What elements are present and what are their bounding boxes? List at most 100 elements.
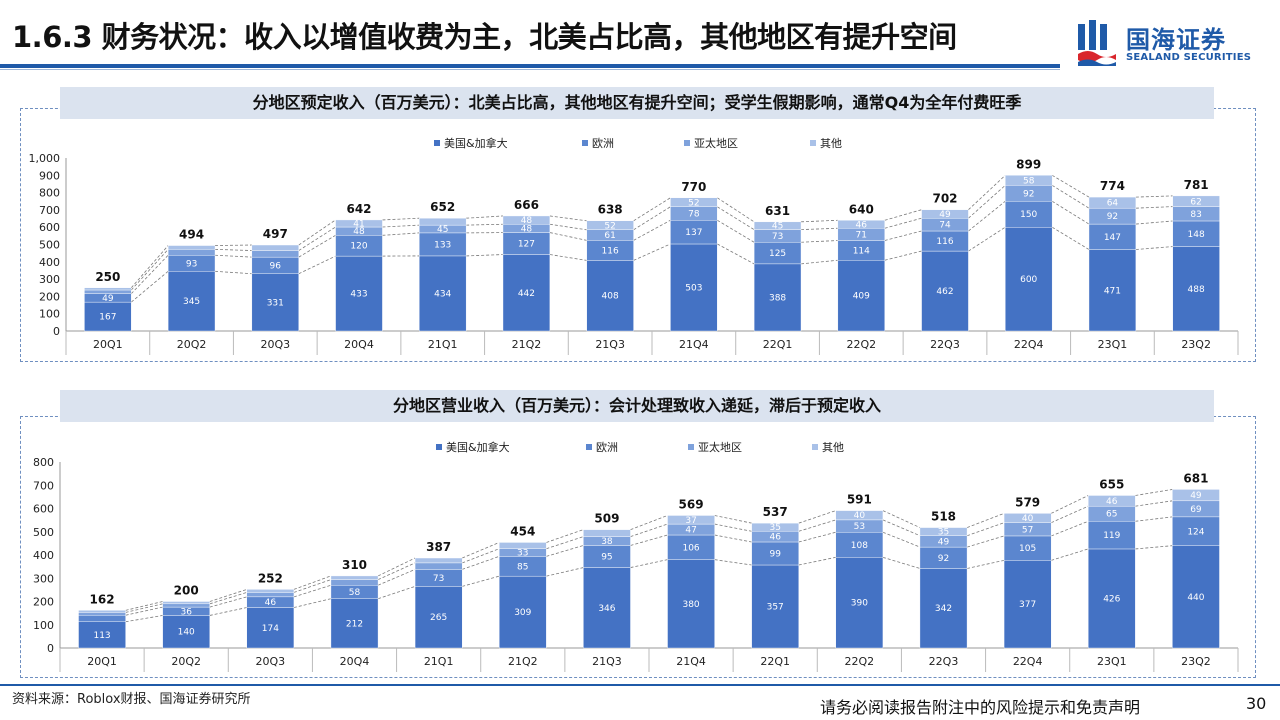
series-connector: [377, 586, 416, 600]
series-connector: [968, 175, 1006, 211]
y-tick-label: 800: [39, 187, 60, 200]
series-connector: [800, 219, 838, 223]
total-value-label: 702: [932, 192, 957, 206]
bar-segment: [753, 221, 802, 230]
segment-value-label: 147: [1104, 233, 1121, 243]
x-tick-label: 23Q1: [1098, 338, 1128, 351]
total-value-label: 666: [514, 198, 539, 212]
chart-title-bottom: 分地区营业收入（百万美元）：会计处理致收入递延，滞后于预定收入: [60, 390, 1214, 422]
bar-segment: [84, 287, 132, 291]
series-connector: [125, 615, 163, 623]
y-tick-label: 500: [39, 239, 60, 252]
x-tick-label: 22Q1: [760, 655, 790, 668]
segment-value-label: 49: [938, 537, 950, 547]
sealand-logo: 国海证券 SEALAND SECURITIES: [1076, 18, 1276, 70]
page-title: 1.6.3 财务状况：收入以增值收费为主，北美占比高，其他地区有提升空间: [12, 20, 957, 54]
total-value-label: 537: [763, 505, 788, 519]
segment-value-label: 167: [99, 313, 116, 323]
legend-swatch: [436, 444, 442, 450]
series-connector: [966, 535, 1005, 548]
series-connector: [549, 215, 587, 222]
total-value-label: 162: [90, 592, 115, 606]
segment-value-label: 73: [772, 232, 783, 242]
segment-value-label: 409: [853, 292, 870, 302]
legend-label: 欧洲: [596, 441, 618, 454]
bar-segment: [499, 542, 547, 549]
legend-swatch: [812, 444, 818, 450]
segment-value-label: 47: [685, 526, 696, 536]
segment-value-label: 85: [517, 562, 528, 572]
series-connector: [1051, 505, 1089, 524]
bar-segment: [419, 218, 467, 226]
series-connector: [884, 209, 922, 221]
y-tick-label: 0: [53, 325, 60, 338]
bar-segment: [167, 245, 216, 250]
segment-value-label: 212: [346, 619, 363, 629]
segment-value-label: 440: [1187, 593, 1204, 603]
series-connector: [798, 531, 836, 543]
total-value-label: 770: [681, 180, 706, 194]
segment-value-label: 125: [769, 249, 786, 259]
bar-segment: [753, 263, 802, 332]
segment-value-label: 433: [350, 290, 367, 300]
series-connector: [466, 223, 503, 226]
logo-text-cn: 国海证券: [1126, 26, 1226, 54]
bar-segment: [251, 244, 299, 251]
y-tick-label: 300: [39, 273, 60, 286]
series-connector: [298, 255, 336, 275]
total-value-label: 591: [847, 493, 872, 507]
series-connector: [968, 185, 1006, 219]
total-value-label: 454: [510, 524, 535, 538]
segment-value-label: 62: [1190, 197, 1201, 207]
segment-value-label: 120: [350, 242, 367, 252]
total-value-label: 652: [430, 200, 455, 214]
series-connector: [882, 556, 921, 569]
y-tick-label: 400: [39, 256, 60, 269]
bar-segment: [921, 209, 969, 219]
x-tick-label: 20Q2: [177, 338, 207, 351]
x-tick-label: 21Q1: [424, 655, 454, 668]
series-connector: [882, 531, 921, 548]
series-connector: [125, 603, 163, 613]
segment-value-label: 174: [262, 624, 279, 634]
x-tick-label: 21Q2: [512, 338, 542, 351]
bar-segment: [330, 598, 379, 649]
segment-value-label: 45: [772, 222, 783, 232]
segment-value-label: 434: [434, 289, 451, 299]
segment-value-label: 133: [434, 240, 451, 250]
segment-value-label: 83: [1190, 210, 1201, 220]
segment-value-label: 346: [598, 604, 615, 614]
series-connector: [130, 245, 169, 289]
series-connector: [131, 249, 169, 291]
bar-segment: [1088, 548, 1136, 649]
segment-value-label: 58: [1023, 176, 1035, 186]
series-connector: [630, 515, 668, 531]
bar-segment: [167, 271, 216, 332]
y-tick-label: 600: [39, 221, 60, 234]
series-connector: [800, 227, 838, 231]
series-connector: [882, 519, 921, 537]
bar-segment: [583, 529, 631, 537]
segment-value-label: 265: [430, 613, 447, 623]
series-connector: [1135, 516, 1173, 522]
segment-value-label: 49: [939, 210, 951, 220]
segment-value-label: 388: [769, 293, 786, 303]
segment-value-label: 36: [180, 607, 192, 617]
sealand-logo-icon: [1078, 20, 1116, 66]
bar-segment: [246, 592, 295, 598]
series-connector: [131, 271, 169, 303]
segment-value-label: 137: [685, 228, 702, 238]
series-connector: [209, 607, 247, 616]
bar-segment: [1088, 196, 1137, 209]
series-connector: [1135, 195, 1173, 198]
series-connector: [298, 226, 336, 251]
segment-value-label: 600: [1020, 275, 1037, 285]
bar-segment: [835, 532, 884, 558]
y-tick-label: 500: [33, 526, 54, 539]
x-tick-label: 22Q1: [763, 338, 793, 351]
bar-segment: [1172, 195, 1220, 207]
total-value-label: 310: [342, 558, 367, 572]
y-tick-label: 700: [39, 204, 60, 217]
chart-revenue: 美国&加拿大 欧洲 亚太地区 其他 0 100 200 300 400 500 600 700 800 2…: [20, 434, 1256, 676]
bar-segment: [586, 220, 634, 230]
